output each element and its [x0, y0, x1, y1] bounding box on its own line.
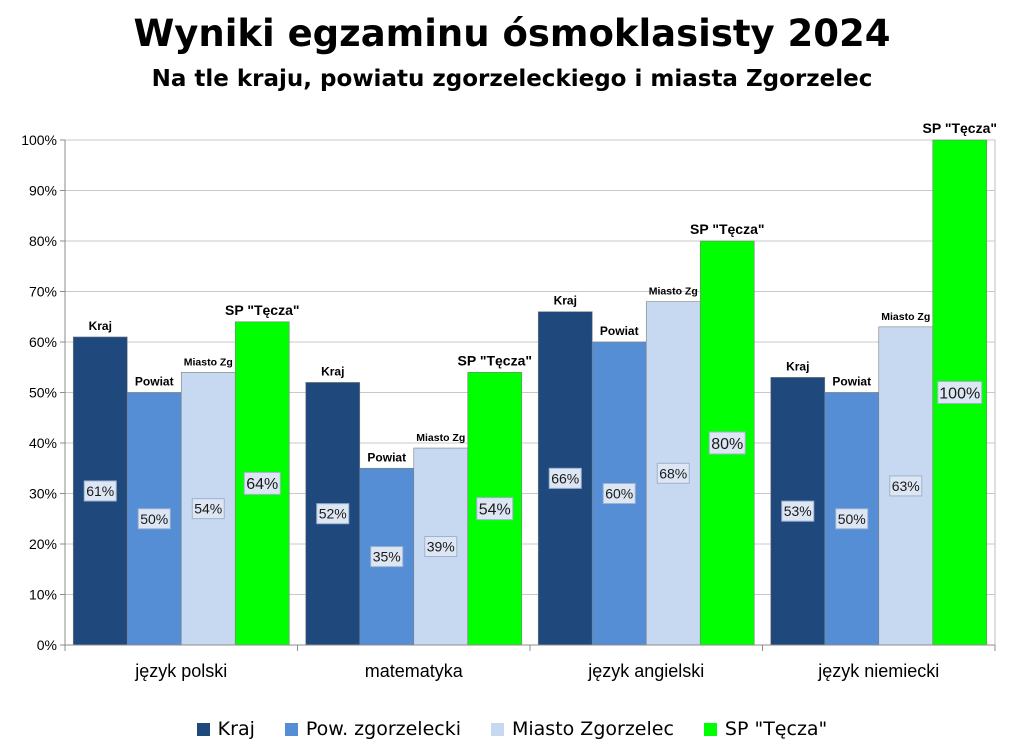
data-label: 52%: [319, 506, 347, 522]
data-label-box: [889, 475, 923, 497]
bar-series-label: Kraj: [89, 319, 112, 333]
data-label: 53%: [784, 503, 812, 519]
data-label-box: [370, 546, 404, 568]
category-label: język polski: [134, 661, 227, 681]
data-label: 50%: [838, 511, 866, 527]
data-label: 64%: [246, 476, 278, 493]
bar-series-label: SP "Tęcza": [690, 221, 765, 237]
bar-series-label: Miasto Zg: [184, 356, 233, 368]
legend-label: Miasto Zgorzelec: [511, 718, 674, 740]
legend-item: SP "Tęcza": [703, 718, 828, 740]
bar-series-label: Powiat: [135, 375, 174, 389]
data-label-box: [476, 497, 514, 521]
bar-series-label: Powiat: [832, 375, 871, 389]
bar-series-label: Kraj: [554, 294, 577, 308]
y-tick-label: 60%: [29, 334, 57, 350]
legend-swatch: [703, 722, 717, 736]
bar-series-label: SP "Tęcza": [225, 302, 300, 318]
data-label: 66%: [551, 470, 579, 486]
data-label: 63%: [892, 478, 920, 494]
data-label: 80%: [711, 436, 743, 453]
category-label: język angielski: [587, 661, 704, 681]
data-label-box: [708, 431, 746, 455]
y-tick-label: 20%: [29, 536, 57, 552]
y-tick-label: 100%: [21, 132, 57, 148]
category-label: matematyka: [365, 661, 464, 681]
y-tick-label: 70%: [29, 284, 57, 300]
data-label: 50%: [140, 511, 168, 527]
legend-label: Kraj: [217, 718, 255, 740]
legend-item: Pow. zgorzelecki: [284, 718, 461, 740]
data-label: 100%: [939, 385, 980, 402]
category-label: język niemiecki: [817, 661, 939, 681]
data-label: 54%: [194, 501, 222, 517]
bar-series-label: Miasto Zg: [881, 311, 930, 323]
bar-series-label: SP "Tęcza": [458, 352, 533, 368]
bar-series-label: Miasto Zg: [416, 432, 465, 444]
legend-item: Kraj: [196, 718, 255, 740]
legend-item: Miasto Zgorzelec: [490, 718, 674, 740]
legend-label: SP "Tęcza": [724, 718, 828, 740]
data-label: 60%: [605, 486, 633, 502]
legend-swatch: [196, 722, 210, 736]
data-label-box: [548, 467, 582, 489]
bar-series-label: Powiat: [600, 324, 639, 338]
data-label: 68%: [659, 465, 687, 481]
y-tick-label: 30%: [29, 486, 57, 502]
y-tick-label: 0%: [37, 637, 57, 653]
data-label: 35%: [373, 549, 401, 565]
data-label-box: [316, 503, 350, 525]
legend-swatch: [490, 722, 504, 736]
chart-title: Wyniki egzaminu ósmoklasisty 2024: [133, 12, 891, 55]
data-label-box: [137, 508, 171, 530]
data-label-box: [781, 500, 815, 522]
y-tick-label: 10%: [29, 587, 57, 603]
y-tick-label: 40%: [29, 435, 57, 451]
data-label-box: [602, 483, 636, 504]
y-tick-label: 90%: [29, 183, 57, 199]
data-label: 54%: [479, 501, 511, 518]
data-label: 39%: [427, 539, 455, 555]
data-label-box: [83, 480, 117, 502]
bar-series-label: Kraj: [786, 359, 809, 373]
data-label-box: [835, 508, 869, 530]
bar-series-label: Miasto Zg: [649, 286, 698, 298]
data-label-box: [424, 536, 458, 558]
bar-series-label: Kraj: [321, 364, 344, 378]
data-label-box: [243, 471, 281, 495]
bar-chart: 0% 10% 20% 30% 40% 50% 60% 70% 80% 90% 100% język p…: [21, 120, 998, 681]
y-tick-label: 80%: [29, 233, 57, 249]
data-label-box: [937, 381, 983, 404]
data-label-box: [191, 498, 225, 520]
y-tick-label: 50%: [29, 385, 57, 401]
legend-swatch: [284, 722, 298, 736]
bar-series-label: Powiat: [367, 450, 406, 464]
legend-label: Pow. zgorzelecki: [305, 718, 461, 740]
chart-subtitle: Na tle kraju, powiatu zgorzeleckiego i m…: [151, 66, 873, 92]
data-label-box: [656, 462, 690, 484]
bar-series-label: SP "Tęcza": [923, 120, 998, 136]
data-label: 61%: [86, 483, 114, 499]
legend: Kraj Pow. zgorzelecki Miasto Zgorzelec SP "…: [0, 718, 1024, 740]
